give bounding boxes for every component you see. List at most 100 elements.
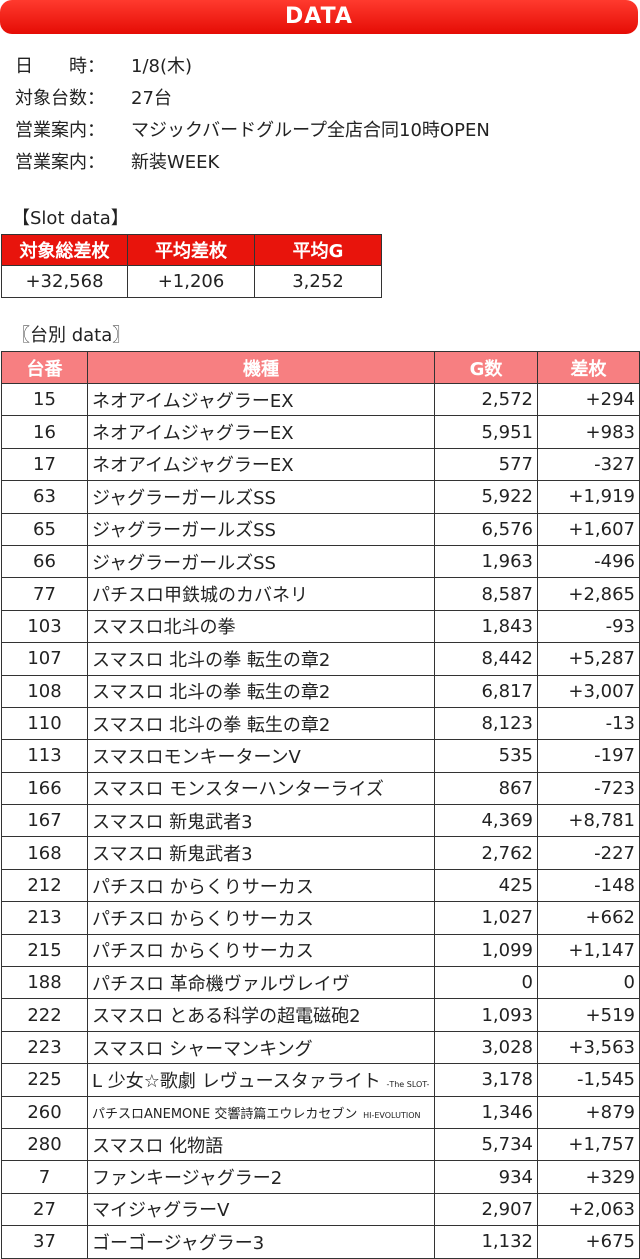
table-row: 16 ネオアイムジャグラーEX 5,951 +983	[1, 415, 640, 449]
games-count: 2,762	[434, 836, 538, 870]
slot-summary-table: 対象総差枚 平均差枚 平均G +32,568 +1,206 3,252	[1, 234, 382, 298]
diff-count: +2,063	[537, 1192, 640, 1227]
machine-name-cell: パチスロ からくりサーカス	[87, 868, 435, 903]
diff-count: +2,865	[537, 577, 640, 611]
games-count: 1,346	[434, 1095, 538, 1129]
table-row: 215 パチスロ からくりサーカス 1,099 +1,147	[1, 933, 640, 968]
machine-number: 66	[1, 544, 88, 579]
info-row-guide-1: 営業案内： マジックバードグループ全店合同10時OPEN	[15, 121, 490, 141]
games-count: 2,572	[434, 382, 538, 417]
games-count: 425	[434, 868, 538, 903]
machine-name-cell: パチスロ 革命機ヴァルヴレイヴ	[87, 966, 435, 1000]
machine-name-cell: スマスロモンキーターンV	[87, 739, 435, 773]
table-row: 113 スマスロモンキーターンV 535 -197	[1, 739, 640, 773]
machine-number: 63	[1, 480, 88, 514]
machine-number: 27	[1, 1192, 88, 1227]
machine-name: ジャグラーガールズSS	[92, 487, 276, 509]
data-banner: DATA	[0, 0, 638, 34]
table-row: 77 パチスロ甲鉄城のカバネリ 8,587 +2,865	[1, 577, 640, 611]
machine-name: ネオアイムジャグラーEX	[92, 455, 294, 477]
games-count: 3,028	[434, 1030, 538, 1065]
diff-count: 0	[537, 966, 640, 1000]
table-row: 222 スマスロ とある科学の超電磁砲2 1,093 +519	[1, 998, 640, 1032]
machine-name-cell: スマスロ 北斗の拳 転生の章2	[87, 642, 435, 676]
diff-count: -723	[537, 771, 640, 806]
slot-data-title: 【Slot data】	[12, 208, 129, 229]
info-row-guide-2: 営業案内： 新装WEEK	[15, 153, 219, 173]
diff-count: -227	[537, 836, 640, 870]
machine-name-cell: スマスロ シャーマンキング	[87, 1030, 435, 1065]
machine-name-cell: パチスロANEMONE 交響詩篇エウレカセブン HI-EVOLUTION	[87, 1095, 435, 1129]
diff-count: +5,287	[537, 642, 640, 676]
machine-name: ネオアイムジャグラーEX	[92, 423, 294, 445]
slot-value-avg-g: 3,252	[254, 265, 382, 298]
machine-name: パチスロANEMONE 交響詩篇エウレカセブン	[92, 1106, 358, 1122]
machine-number: 225	[1, 1063, 88, 1097]
diff-count: +294	[537, 382, 640, 417]
games-count: 1,099	[434, 933, 538, 968]
games-count: 1,843	[434, 609, 538, 644]
games-count: 5,922	[434, 480, 538, 514]
table-row: 7 ファンキージャグラー2 934 +329	[1, 1160, 640, 1194]
table-row: 280 スマスロ 化物語 5,734 +1,757	[1, 1127, 640, 1162]
diff-count: -197	[537, 739, 640, 773]
machine-number: 16	[1, 415, 88, 449]
table-row: 168 スマスロ 新鬼武者3 2,762 -227	[1, 836, 640, 870]
machine-number: 113	[1, 739, 88, 773]
machine-name-cell: スマスロ 新鬼武者3	[87, 836, 435, 870]
machine-number: 77	[1, 577, 88, 611]
games-count: 1,132	[434, 1225, 538, 1259]
games-count: 8,442	[434, 642, 538, 676]
diff-count: +519	[537, 998, 640, 1032]
table-row: 17 ネオアイムジャグラーEX 577 -327	[1, 447, 640, 482]
info-label: 営業案内：	[15, 152, 105, 173]
diff-count: +1,919	[537, 480, 640, 514]
table-row: 167 スマスロ 新鬼武者3 4,369 +8,781	[1, 804, 640, 838]
info-label: 日 時：	[15, 56, 105, 77]
machine-name-cell: ファンキージャグラー2	[87, 1160, 435, 1194]
games-count: 535	[434, 739, 538, 773]
info-row-datetime: 日 時： 1/8(木)	[15, 57, 192, 77]
machine-name-cell: ネオアイムジャグラーEX	[87, 447, 435, 482]
machine-data-table: 台番 機種 G数 差枚 15 ネオアイムジャグラーEX 2,572 +294 16 ネオア…	[1, 351, 640, 1259]
table-row: 110 スマスロ 北斗の拳 転生の章2 8,123 -13	[1, 706, 640, 741]
machine-name-cell: スマスロ モンスターハンターライズ	[87, 771, 435, 806]
machine-name: ジャグラーガールズSS	[92, 520, 276, 542]
games-count: 4,369	[434, 804, 538, 838]
machine-name-suffix: HI-EVOLUTION	[363, 1110, 421, 1120]
machine-name-cell: スマスロ 新鬼武者3	[87, 804, 435, 838]
machine-name: スマスロ モンスターハンターライズ	[92, 779, 384, 801]
machine-data-title: 〖台別 data〗	[12, 325, 131, 346]
table-row: 107 スマスロ 北斗の拳 転生の章2 8,442 +5,287	[1, 642, 640, 676]
machine-number: 7	[1, 1160, 88, 1194]
info-label: 営業案内：	[15, 120, 105, 141]
table-row: 65 ジャグラーガールズSS 6,576 +1,607	[1, 512, 640, 546]
machine-name: L 少女☆歌劇 レヴュースタァライト	[92, 1070, 381, 1092]
games-count: 1,093	[434, 998, 538, 1032]
machine-name-cell: ジャグラーガールズSS	[87, 512, 435, 546]
machine-number: 260	[1, 1095, 88, 1129]
machine-number: 188	[1, 966, 88, 1000]
machine-name-cell: ジャグラーガールズSS	[87, 480, 435, 514]
machine-name-cell: ネオアイムジャグラーEX	[87, 415, 435, 449]
diff-count: +879	[537, 1095, 640, 1129]
table-row: 213 パチスロ からくりサーカス 1,027 +662	[1, 901, 640, 935]
games-count: 8,587	[434, 577, 538, 611]
machine-name-cell: パチスロ からくりサーカス	[87, 933, 435, 968]
table-row: 15 ネオアイムジャグラーEX 2,572 +294	[1, 382, 640, 417]
diff-count: +8,781	[537, 804, 640, 838]
games-count: 1,963	[434, 544, 538, 579]
diff-count: +3,007	[537, 674, 640, 708]
diff-count: -496	[537, 544, 640, 579]
machine-number: 65	[1, 512, 88, 546]
table-row: 37 ゴーゴージャグラー3 1,132 +675	[1, 1225, 640, 1259]
machine-number: 37	[1, 1225, 88, 1259]
diff-count: +1,757	[537, 1127, 640, 1162]
diff-count: +1,147	[537, 933, 640, 968]
diff-count: +1,607	[537, 512, 640, 546]
machine-number: 15	[1, 382, 88, 417]
slot-header-total-diff: 対象総差枚	[1, 234, 128, 266]
machine-name-cell: スマスロ 北斗の拳 転生の章2	[87, 706, 435, 741]
diff-count: -148	[537, 868, 640, 903]
machine-name: スマスロ 化物語	[92, 1135, 224, 1157]
